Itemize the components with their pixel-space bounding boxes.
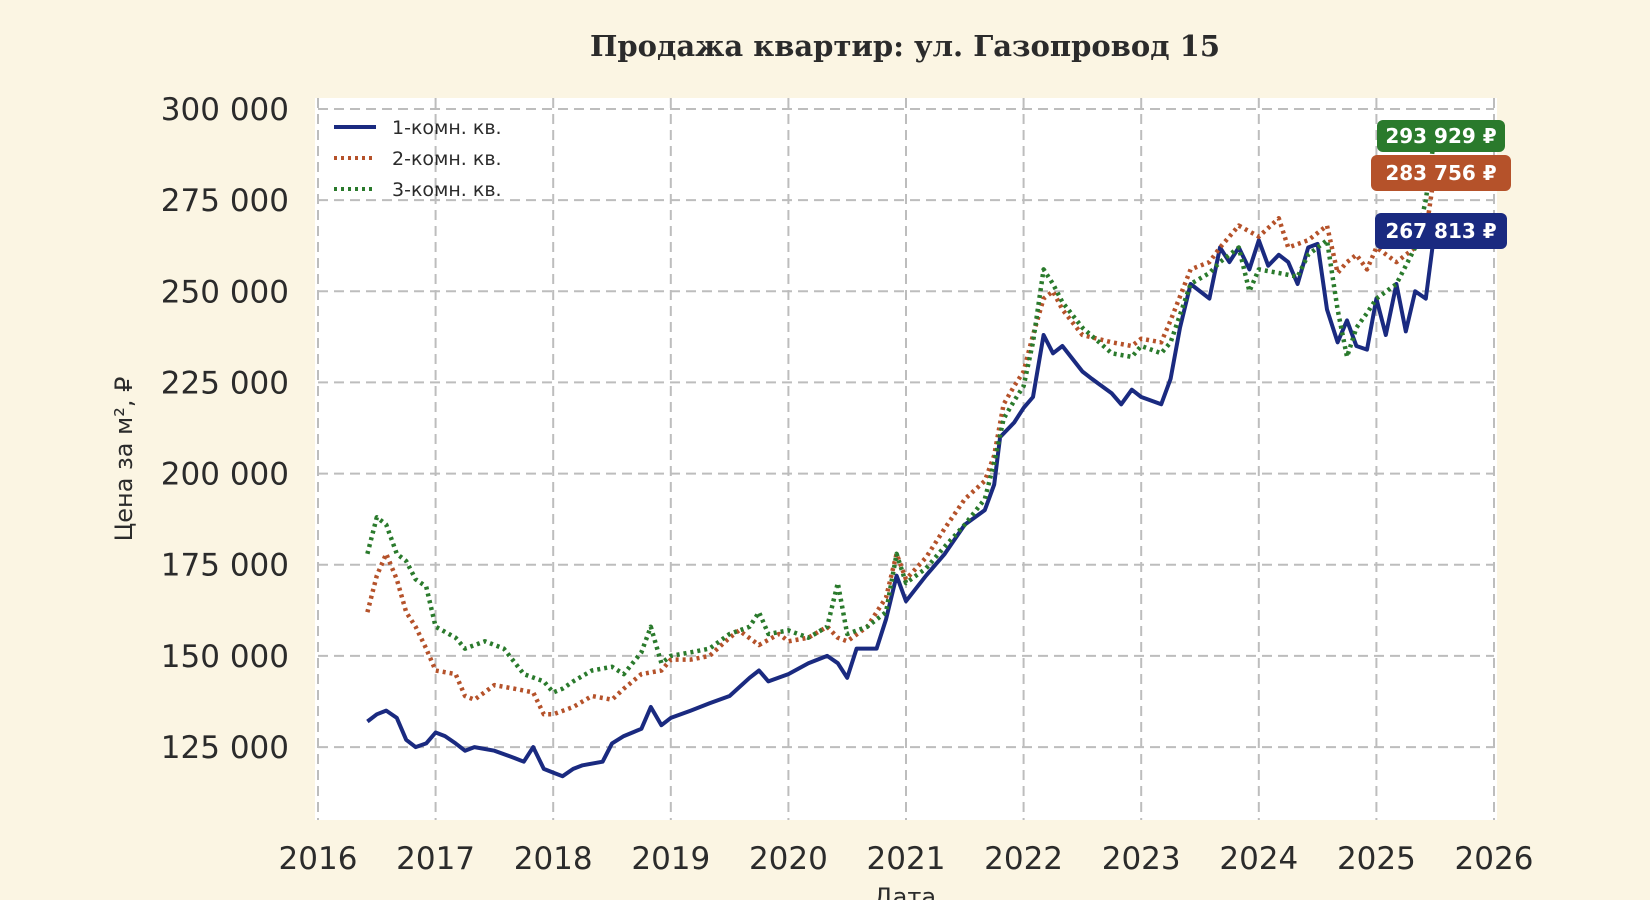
series-line-3-room	[365, 130, 1438, 695]
x-tick-label: 2026	[1455, 841, 1534, 877]
x-tick-label: 2024	[1219, 841, 1298, 877]
y-tick-label: 175 000	[161, 548, 289, 584]
y-tick-label: 200 000	[161, 457, 289, 493]
x-tick-label: 2021	[867, 841, 946, 877]
y-tick-label: 275 000	[161, 183, 289, 219]
last-value-badge-3-room	[1377, 120, 1505, 152]
tick-labels: 2016 2017 2018 2019 2020 2021 2022 2023 2024 2025…	[161, 92, 1534, 877]
legend-label-1-room: 1-комн. кв.	[392, 117, 502, 139]
y-tick-label: 250 000	[161, 274, 289, 310]
x-tick-label: 2020	[749, 841, 828, 877]
last-value-text-2-room: 283 756 ₽	[1385, 161, 1496, 185]
x-tick-label: 2018	[514, 841, 593, 877]
last-value-text-3-room: 293 929 ₽	[1385, 124, 1496, 148]
last-value-badge-2-room	[1371, 155, 1511, 191]
chart-title: Продажа квартир: ул. Газопровод 15	[590, 29, 1220, 63]
x-tick-label: 2016	[279, 841, 358, 877]
legend-label-3-room: 3-комн. кв.	[392, 179, 502, 201]
legend: 1-комн. кв. 2-комн. кв. 3-комн. кв.	[334, 117, 502, 201]
grid	[317, 98, 1495, 820]
y-tick-label: 225 000	[161, 365, 289, 401]
x-tick-label: 2017	[396, 841, 475, 877]
legend-label-2-room: 2-комн. кв.	[392, 148, 502, 170]
series-line-1-room	[366, 226, 1438, 779]
y-axis-label: Цена за м², ₽	[110, 377, 138, 542]
x-axis-label: Дата	[874, 883, 936, 900]
series-group	[365, 130, 1438, 779]
y-tick-label: 300 000	[161, 92, 289, 128]
y-tick-label: 125 000	[161, 730, 289, 766]
last-value-text-1-room: 267 813 ₽	[1385, 219, 1496, 243]
x-tick-label: 2025	[1337, 841, 1416, 877]
x-tick-label: 2023	[1102, 841, 1181, 877]
y-tick-label: 150 000	[161, 639, 289, 675]
last-value-badges: 267 813 ₽ 283 756 ₽ 293 929 ₽	[1371, 120, 1511, 249]
x-tick-label: 2022	[984, 841, 1063, 877]
x-tick-label: 2019	[631, 841, 710, 877]
last-value-badge-1-room	[1375, 213, 1507, 249]
